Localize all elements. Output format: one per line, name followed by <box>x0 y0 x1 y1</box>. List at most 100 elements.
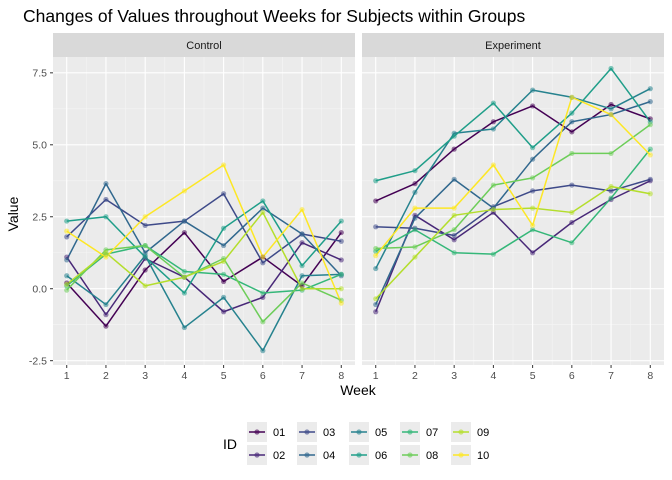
legend: ID 01 02 03 04 05 06 07 08 09 10 <box>223 422 489 465</box>
data-point-experiment-06 <box>490 100 496 106</box>
data-point-control-03 <box>103 196 109 203</box>
legend-key-point <box>458 429 464 435</box>
data-point-experiment-01 <box>412 181 418 187</box>
x-tick-label: 3 <box>142 370 148 382</box>
data-point-experiment-07 <box>451 250 457 256</box>
data-point-experiment-07 <box>530 227 536 233</box>
legend-item-07: 07 <box>400 422 438 442</box>
series-line-control-02 <box>66 241 342 316</box>
legend-item-09: 09 <box>451 422 489 442</box>
data-point-experiment-06 <box>608 65 614 72</box>
data-point-experiment-09 <box>608 183 614 190</box>
data-point-control-09 <box>64 281 70 288</box>
data-point-experiment-09 <box>373 296 379 302</box>
data-point-experiment-03 <box>569 182 575 188</box>
data-point-control-08 <box>299 280 305 286</box>
legend-key-point <box>407 452 413 458</box>
data-point-control-10 <box>181 188 187 194</box>
legend-key-point <box>407 429 413 435</box>
data-point-experiment-07 <box>412 227 418 233</box>
legend-label: 02 <box>273 450 285 462</box>
data-point-experiment-09 <box>451 212 457 218</box>
data-point-control-07 <box>260 290 266 296</box>
series-line-control-03 <box>66 192 342 264</box>
series-line-experiment-03 <box>375 178 651 237</box>
legend-key-point <box>254 452 260 458</box>
legend-item-04: 04 <box>297 445 335 465</box>
series-line-experiment-05 <box>375 87 651 269</box>
series-line-control-10 <box>66 164 342 304</box>
legend-key-point <box>254 429 260 435</box>
panel-control: Control 1 2 3 4 5 6 7 8 -2.5 0.0 2.5 5.0 7.5 <box>29 33 355 382</box>
data-point-control-06 <box>103 214 109 220</box>
legend-label: 09 <box>477 427 489 439</box>
x-tick-label: 4 <box>490 370 496 382</box>
data-point-experiment-07 <box>569 240 575 246</box>
y-tick-label: 2.5 <box>32 212 47 224</box>
data-point-control-09 <box>181 274 187 280</box>
data-point-experiment-06 <box>569 110 575 116</box>
data-point-experiment-07 <box>647 146 653 152</box>
data-point-experiment-01 <box>530 103 536 109</box>
data-point-control-02 <box>299 240 305 246</box>
data-point-experiment-09 <box>490 206 496 213</box>
data-point-control-10 <box>64 228 70 234</box>
data-point-experiment-10 <box>608 111 614 118</box>
series-line-experiment-01 <box>375 103 651 202</box>
series-line-experiment-08 <box>375 124 651 250</box>
data-point-experiment-10 <box>569 94 575 100</box>
data-point-experiment-02 <box>451 237 457 243</box>
data-point-experiment-01 <box>569 129 575 135</box>
data-point-control-09 <box>103 250 109 256</box>
x-tick-label: 5 <box>530 370 536 382</box>
data-point-control-05 <box>64 273 70 279</box>
data-point-experiment-10 <box>490 162 496 168</box>
data-point-control-01 <box>181 229 187 236</box>
x-tick-label: 1 <box>64 370 70 382</box>
data-point-experiment-01 <box>490 119 496 125</box>
data-point-control-01 <box>221 278 227 285</box>
data-point-control-07 <box>181 268 187 275</box>
data-point-control-07 <box>221 271 227 277</box>
data-point-experiment-08 <box>569 150 575 157</box>
data-point-control-07 <box>338 271 344 277</box>
data-point-experiment-05 <box>490 126 496 132</box>
data-point-control-03 <box>64 234 70 240</box>
data-point-control-04 <box>221 242 227 249</box>
series-line-control-05 <box>66 254 342 352</box>
x-tick-label: 3 <box>451 370 457 382</box>
data-point-control-05 <box>299 273 305 279</box>
data-point-experiment-04 <box>451 176 457 182</box>
data-point-control-06 <box>299 263 305 269</box>
data-point-experiment-10 <box>373 253 379 259</box>
x-tick-label: 5 <box>221 370 227 382</box>
x-tick-label: 2 <box>103 370 109 382</box>
data-point-control-10 <box>260 254 266 260</box>
series-line-experiment-06 <box>375 67 651 182</box>
series-line-control-01 <box>66 231 342 327</box>
data-point-control-06 <box>260 198 266 204</box>
legend-item-02: 02 <box>247 445 285 465</box>
data-point-experiment-09 <box>412 254 418 260</box>
data-point-control-05 <box>221 294 227 300</box>
legend-label: 01 <box>273 427 285 439</box>
x-tick-label: 4 <box>181 370 187 382</box>
data-point-experiment-02 <box>530 250 536 256</box>
data-point-control-05 <box>260 348 266 354</box>
data-point-control-02 <box>221 309 227 315</box>
data-point-control-09 <box>142 283 148 289</box>
data-point-experiment-06 <box>373 178 379 184</box>
data-point-experiment-05 <box>530 87 536 93</box>
x-tick-label: 7 <box>299 370 305 382</box>
data-point-control-10 <box>299 206 305 213</box>
x-tick-label: 8 <box>338 370 344 382</box>
strip-control <box>53 33 355 57</box>
data-point-control-02 <box>338 257 344 263</box>
data-point-control-08 <box>260 319 266 325</box>
x-tick-label: 1 <box>373 370 379 382</box>
data-point-experiment-04 <box>530 156 536 162</box>
data-point-control-06 <box>64 218 70 224</box>
data-point-experiment-04 <box>373 301 379 308</box>
series-line-experiment-07 <box>375 148 651 255</box>
legend-key-point <box>304 429 310 435</box>
